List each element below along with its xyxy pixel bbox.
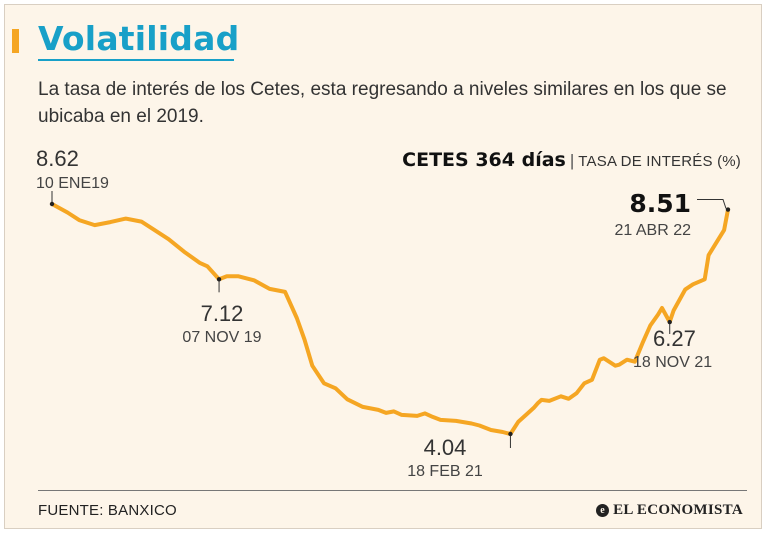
annotation-dot-8-62 (49, 201, 55, 207)
annotation-date-18-nov-21: 18 NOV 21 (633, 354, 712, 371)
annotation-dot-6-27 (667, 319, 672, 325)
page-title: Volatilidad (38, 19, 240, 58)
annotation-dot-8-51 (725, 207, 731, 212)
accent-bar (12, 29, 19, 53)
annotation-value-6-27: 6.27 (653, 326, 696, 351)
brand-logo: e EL ECONOMISTA (596, 502, 743, 519)
annotation-date-10-ene19: 10 ENE19 (36, 175, 109, 192)
infographic-frame: Volatilidad La tasa de interés de los Ce… (4, 4, 762, 529)
legend-series-name: CETES 364 días (402, 149, 566, 171)
series-line-cetes-364 (50, 202, 730, 436)
brand-name: EL ECONOMISTA (613, 502, 743, 518)
title-underline (38, 59, 234, 61)
subtitle: La tasa de interés de los Cetes, esta re… (38, 79, 727, 127)
annotation-dot-4-04 (508, 431, 513, 437)
annotation-dot-7-12 (216, 277, 222, 282)
line-chart: 8.62 10 ENE19 7.12 07 NOV 19 4.04 18 FEB… (36, 146, 731, 480)
source-note: FUENTE: BANXICO (38, 502, 177, 519)
annotation-leader-8-51 (697, 199, 727, 209)
annotation-date-07-nov-19: 07 NOV 19 (182, 329, 261, 346)
e-logo-icon: e (596, 504, 610, 517)
chart-annotations: 8.62 10 ENE19 7.12 07 NOV 19 4.04 18 FEB… (36, 146, 731, 480)
annotation-value-7-12: 7.12 (201, 301, 244, 326)
chart-legend: CETES 364 días | TASA DE INTERÉS (%) (402, 149, 741, 171)
annotation-date-21-abr-22: 21 ABR 22 (615, 222, 692, 239)
annotation-value-4-04: 4.04 (424, 435, 467, 460)
legend-separator: | (569, 151, 575, 170)
legend-unit: TASA DE INTERÉS (%) (578, 153, 741, 170)
footer-divider (38, 490, 747, 491)
annotation-value-8-51: 8.51 (629, 189, 691, 218)
annotation-value-8-62: 8.62 (36, 146, 79, 171)
annotation-date-18-feb-21: 18 FEB 21 (407, 463, 483, 480)
